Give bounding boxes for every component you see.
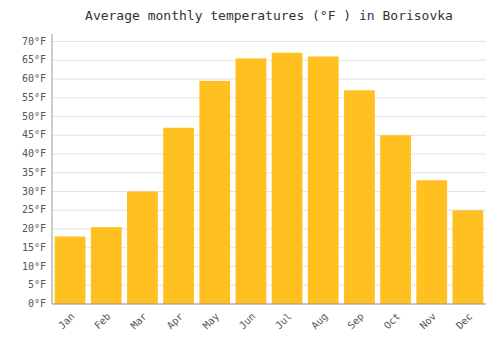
y-tick-labels: 0°F 5°F 10°F 15°F 20°F 25°F 30°F 35°F 40°F 45°F 50…: [22, 36, 46, 310]
y-tick-label: 30°F: [22, 186, 46, 197]
y-tick-label: 55°F: [22, 92, 46, 103]
bar: [453, 210, 484, 304]
x-tick-labels: Jan Feb Mar Apr May Jun Jul Aug Sep Oct Nov Dec: [56, 311, 474, 332]
y-tick-label: 65°F: [22, 54, 46, 65]
bar: [308, 57, 339, 305]
grid-line: [52, 135, 486, 136]
y-tick-label: 35°F: [22, 167, 46, 178]
grid: [52, 42, 486, 305]
y-axis-line: [52, 34, 53, 304]
chart: 0°F 5°F 10°F 15°F 20°F 25°F 30°F 35°F 40°F 45°F 50…: [0, 0, 500, 350]
y-tick-label: 70°F: [22, 36, 46, 47]
x-tick-label: Oct: [382, 311, 403, 332]
bar: [380, 135, 411, 304]
y-tick-label: 45°F: [22, 129, 46, 140]
x-tick-label: Sep: [345, 311, 366, 332]
bar: [236, 58, 267, 304]
x-tick-label: Apr: [165, 311, 186, 332]
x-tick-label: Dec: [454, 311, 475, 332]
bar: [127, 192, 158, 305]
title: Average monthly temperatures (°F ) in Bo…: [85, 8, 453, 23]
bar: [416, 180, 447, 304]
y-tick-label: 50°F: [22, 111, 46, 122]
grid-line: [52, 41, 486, 42]
bar: [55, 237, 86, 305]
y-tick-label: 20°F: [22, 223, 46, 234]
x-tick-label: Aug: [309, 311, 330, 332]
grid-line: [52, 97, 486, 98]
grid-line: [52, 172, 486, 173]
x-tick-label: Nov: [418, 311, 439, 332]
grid-line: [52, 79, 486, 80]
grid-line: [52, 116, 486, 117]
x-tick-label: May: [201, 311, 222, 332]
bar: [344, 90, 375, 304]
y-tick-label: 40°F: [22, 148, 46, 159]
y-tick-label: 0°F: [28, 298, 46, 309]
grid-line: [52, 154, 486, 155]
x-tick-label: Jul: [273, 311, 294, 332]
bars: [55, 53, 484, 304]
x-tick-label: Jan: [56, 311, 77, 332]
x-tick-label: Feb: [92, 311, 113, 332]
x-tick-label: Jun: [237, 311, 258, 332]
bar: [199, 81, 230, 304]
bar: [163, 128, 194, 304]
grid-line: [52, 304, 486, 305]
y-tick-label: 10°F: [22, 261, 46, 272]
y-tick-label: 15°F: [22, 242, 46, 253]
y-tick-label: 25°F: [22, 204, 46, 215]
bar: [272, 53, 303, 304]
bar: [91, 227, 122, 304]
x-tick-label: Mar: [128, 311, 149, 332]
chart-container: 0°F 5°F 10°F 15°F 20°F 25°F 30°F 35°F 40°F 45°F 50…: [0, 0, 500, 350]
y-tick-label: 5°F: [28, 279, 46, 290]
x-axis-line: [52, 304, 486, 305]
grid-line: [52, 60, 486, 61]
y-tick-label: 60°F: [22, 73, 46, 84]
